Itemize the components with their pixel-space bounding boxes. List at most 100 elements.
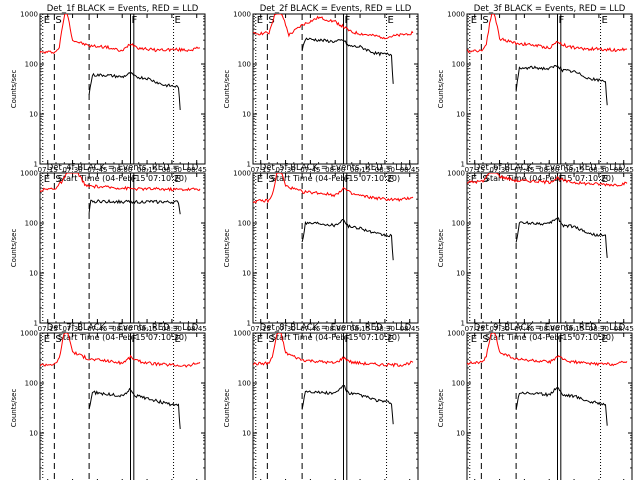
lld-series-line <box>253 173 414 204</box>
event-marker-label: F <box>132 334 138 345</box>
y-tick-label: 10 <box>242 270 251 278</box>
y-tick-label: 10 <box>456 430 465 438</box>
event-marker-label: E <box>388 174 394 185</box>
event-marker-label: E <box>257 334 263 345</box>
event-marker-label: E <box>388 334 394 345</box>
y-tick-label: 100 <box>452 380 465 388</box>
y-axis-title: Counts/sec <box>437 389 445 428</box>
plot-title: Det_3f BLACK = Events, RED = LLD <box>474 4 626 14</box>
y-tick-label: 100 <box>452 61 465 69</box>
axes-frame <box>252 172 419 324</box>
events-series-line <box>301 218 394 261</box>
x-tick-label: 08:00 <box>112 166 132 174</box>
y-axis-title: Counts/sec <box>223 70 231 109</box>
detector-panel: Det_7f BLACK = Events, RED = LLD 1 10 100 10… <box>10 323 206 485</box>
x-tick-label: 08:30 <box>375 325 395 333</box>
plot-title: Det_1f BLACK = Events, RED = LLD <box>47 4 199 14</box>
event-marker-label: E <box>388 15 394 26</box>
y-tick-label: 100 <box>238 220 251 228</box>
event-marker-label: S <box>268 15 274 26</box>
x-tick-label: 08:15 <box>564 166 584 174</box>
detector-panel: Det_9f BLACK = Events, RED = LLD 1 10 100 10… <box>437 323 633 485</box>
event-marker-label: E <box>471 174 477 185</box>
event-marker-label: F <box>132 15 138 26</box>
x-axis-title: Start Time (04-Feb-15 07:10:20) <box>485 174 614 183</box>
events-series-line <box>88 71 181 111</box>
x-tick-label: 08:30 <box>162 325 182 333</box>
plot-title: Det_8f BLACK = Events, RED = LLD <box>260 323 412 333</box>
detector-panel: Det_8f BLACK = Events, RED = LLD 1 10 100 10… <box>223 323 419 485</box>
event-marker-label: E <box>602 15 608 26</box>
x-tick-label: 07:15 <box>251 325 271 333</box>
event-marker-label: E <box>471 334 477 345</box>
detector-panel: Det_5f BLACK = Events, RED = LLD 1 10 100 10… <box>223 163 420 342</box>
event-marker-label: S <box>55 334 61 345</box>
x-tick-label: 07:15 <box>251 166 271 174</box>
lld-series-line <box>40 14 201 55</box>
lld-series-line <box>40 333 201 368</box>
axes-frame <box>39 13 206 165</box>
x-axis-title: Start Time (04-Feb-15 07:10:20) <box>271 333 400 342</box>
y-tick-label: 1000 <box>447 11 465 19</box>
axes-frame <box>252 332 419 484</box>
y-tick-label: 100 <box>238 380 251 388</box>
plot-title: Det_5f BLACK = Events, RED = LLD <box>260 163 412 173</box>
y-tick-label: 100 <box>238 61 251 69</box>
event-marker-label: S <box>482 174 488 185</box>
x-tick-label: 07:30 <box>489 166 509 174</box>
y-axis-title: Counts/sec <box>10 229 18 268</box>
x-tick-label: 07:30 <box>489 325 509 333</box>
axes-frame <box>466 332 633 484</box>
events-series-line <box>515 386 608 426</box>
y-tick-label: 10 <box>456 111 465 119</box>
x-tick-label: 08:45 <box>614 166 634 174</box>
detector-panel: Det_4f BLACK = Events, RED = LLD11010010… <box>10 163 207 342</box>
event-marker-label: F <box>132 174 138 185</box>
event-marker-label: F <box>345 334 351 345</box>
x-tick-label: 08:00 <box>539 325 559 333</box>
x-tick-label: 08:45 <box>187 166 207 174</box>
y-tick-label: 10 <box>242 111 251 119</box>
y-tick-label: 100 <box>25 61 38 69</box>
axes-frame <box>466 13 633 165</box>
x-tick-label: 07:15 <box>465 166 485 174</box>
axes-frame <box>39 172 206 324</box>
detector-panel: Det_6f BLACK = Events, RED = LLD11010010… <box>437 163 634 342</box>
x-tick-label: 07:30 <box>62 166 82 174</box>
y-tick-label: 1 <box>461 320 465 328</box>
detector-panel: Det_1f BLACK = Events, RED = LLD 1 10 100 10… <box>10 4 207 183</box>
y-tick-label: 1000 <box>233 11 251 19</box>
y-tick-label: 1000 <box>447 170 465 178</box>
y-tick-label: 10 <box>29 270 38 278</box>
event-marker-label: S <box>482 334 488 345</box>
x-tick-label: 07:30 <box>62 325 82 333</box>
y-tick-label: 100 <box>25 220 38 228</box>
detector-panel: Det_3f BLACK = Events, RED = LLD 1 10 100 10… <box>437 4 634 183</box>
event-marker-label: S <box>55 174 61 185</box>
events-series-line <box>515 217 608 258</box>
y-tick-label: 1000 <box>233 330 251 338</box>
x-tick-label: 08:15 <box>350 166 370 174</box>
y-tick-label: 1000 <box>20 170 38 178</box>
y-tick-label: 1000 <box>20 11 38 19</box>
event-marker-label: E <box>44 334 50 345</box>
event-marker-label: S <box>268 174 274 185</box>
event-marker-label: E <box>471 15 477 26</box>
events-series-line <box>88 198 181 215</box>
axes-frame <box>466 172 633 324</box>
event-marker-label: S <box>55 15 61 26</box>
x-tick-label: 08:30 <box>162 166 182 174</box>
x-tick-label: 08:00 <box>325 325 345 333</box>
lld-series-line <box>467 173 628 187</box>
event-marker-label: S <box>268 334 274 345</box>
x-tick-label: 08:30 <box>589 325 609 333</box>
y-axis-title: Counts/sec <box>223 389 231 428</box>
x-tick-label: 07:45 <box>514 325 534 333</box>
axes-frame <box>252 13 419 165</box>
y-axis-title: Counts/sec <box>10 70 18 109</box>
y-tick-label: 10 <box>242 430 251 438</box>
x-tick-label: 07:15 <box>465 325 485 333</box>
x-tick-label: 07:45 <box>87 325 107 333</box>
y-tick-label: 1 <box>247 161 251 169</box>
x-tick-label: 08:00 <box>539 166 559 174</box>
